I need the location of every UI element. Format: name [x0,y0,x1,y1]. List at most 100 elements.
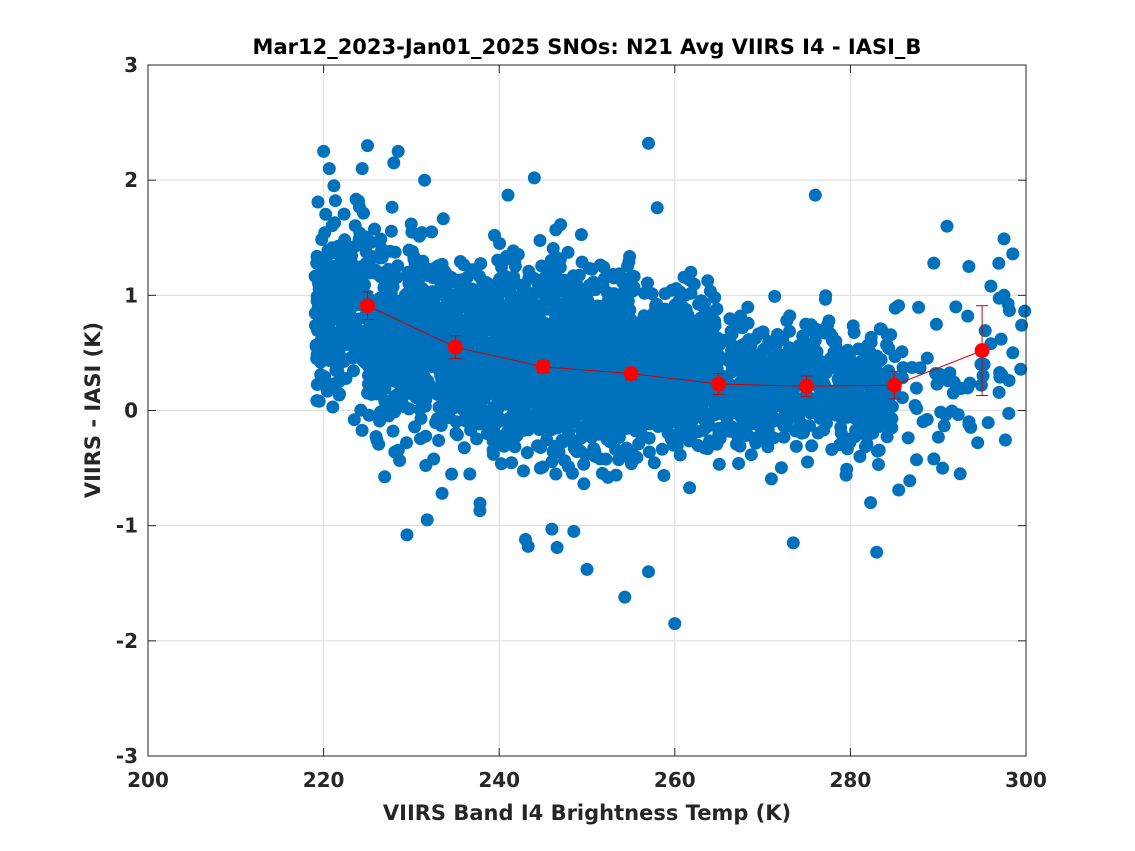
scatter-point [400,436,413,450]
scatter-point [992,256,1006,270]
scatter-point [639,394,653,408]
scatter-point [435,486,449,500]
scatter-point [385,292,399,305]
scatter-point [667,395,681,409]
scatter-point [361,386,375,400]
scatter-point [562,424,576,438]
scatter-point [872,443,886,457]
scatter-point [994,332,1008,346]
scatter-point [708,291,722,304]
scatter-point [533,234,547,247]
scatter-point [411,348,425,362]
scatter-point [776,332,790,346]
scatter-point [567,524,581,538]
scatter-point [419,459,433,472]
scatter-point [455,300,469,313]
scatter-point [630,347,644,361]
scatter-point [976,369,990,383]
scatter-point [431,319,445,333]
scatter-point [789,439,803,453]
scatter-point [767,354,781,368]
scatter-point [978,324,992,338]
mean-point [799,378,814,394]
scatter-point [602,414,616,428]
scatter-point [668,617,682,631]
scatter-point [521,539,535,553]
scatter-point [420,376,434,390]
scatter-point [401,336,415,350]
scatter-point [408,420,422,434]
mean-point [711,376,727,392]
scatter-point [510,292,523,306]
scatter-point [432,434,446,447]
y-tick-label: -2 [116,629,138,653]
scatter-point [860,371,873,385]
scatter-point [587,341,601,355]
scatter-point [997,232,1011,246]
scatter-point [404,217,418,231]
scatter-point [949,300,963,314]
scatter-point [953,467,967,481]
scatter-point [681,422,695,436]
scatter-point [1006,346,1020,360]
scatter-point [385,200,399,214]
ticks: 200 220 240 260 280 300 -3 -2 -1 0 1 2 3 [116,53,1047,792]
scatter-point [420,513,434,527]
scatter-point [741,406,755,420]
scatter-point [872,458,885,471]
scatter-point [461,397,475,411]
scatter-point [317,144,331,158]
scatter-point [601,346,615,360]
x-tick-label: 300 [1005,768,1047,792]
scatter-point [524,344,538,358]
scatter-point [945,404,959,418]
scatter-point [420,338,434,352]
scatter-point [327,179,341,193]
scatter-point [328,216,342,230]
scatter-point [885,412,899,426]
scatter-point [515,320,529,334]
scatter-point [713,432,727,445]
scatter-point [413,403,427,416]
scatter-point [577,477,591,491]
scatter-point [1002,406,1016,420]
scatter-point [687,377,701,391]
scatter-point [920,351,934,365]
scatter-point [551,323,565,337]
scatter-point [613,311,627,325]
scatter-point [599,381,613,394]
scatter-point [495,257,509,270]
scatter-point [768,289,782,303]
scatter-point [757,343,770,357]
scatter-point [570,278,584,292]
mean-point [447,339,463,355]
scatter-point [332,388,346,402]
scatter-point [810,345,824,359]
scatter-point [910,453,923,467]
scatter-point [553,252,567,266]
scatter-point [777,415,791,429]
scatter-point [453,255,467,268]
scatter-point [913,361,927,375]
scatter-point [566,414,580,428]
scatter-point [1015,318,1029,332]
scatter-point [520,446,534,460]
scatter-point [647,456,661,470]
scatter-point [458,281,472,295]
scatter-point [822,357,836,371]
scatter-point [568,308,582,322]
x-axis-label: VIIRS Band I4 Brightness Temp (K) [383,801,791,825]
scatter-point [752,419,766,433]
scatter-point [362,408,376,422]
scatter-point [556,282,570,296]
scatter-point [531,439,544,453]
scatter-point [422,308,436,322]
scatter-point [331,283,345,297]
scatter-point [504,348,518,362]
scatter-point [654,406,668,420]
scatter-point [505,395,519,409]
scatter-point [386,424,400,438]
scatter-point [1018,304,1032,318]
scatter-point [659,319,673,333]
scatter-point [713,338,727,352]
